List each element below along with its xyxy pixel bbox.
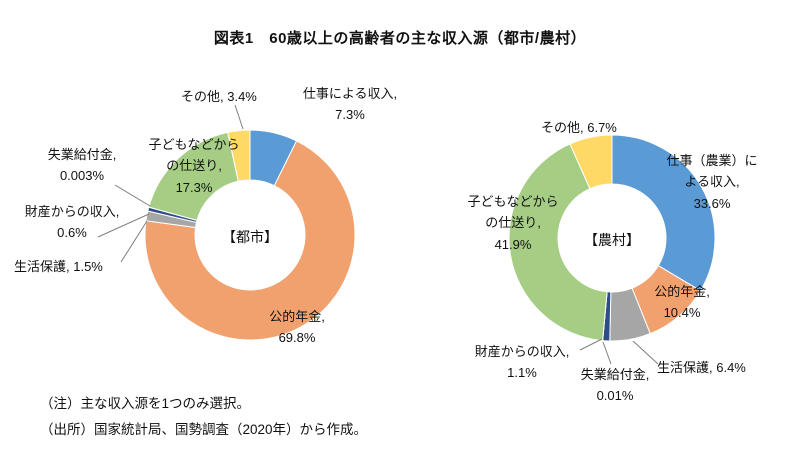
callout-urban-remittance: 子どもなどから の仕送り, 17.3% (148, 137, 240, 195)
callout-urban-pension: 公的年金, 69.8% (269, 309, 325, 346)
callout-urban-other: その他, 3.4% (181, 89, 257, 104)
callout-urban-work: 仕事による収入, 7.3% (302, 86, 398, 123)
donut-1-slice-6 (569, 134, 613, 190)
urban-center-label: 【都市】 (222, 229, 278, 245)
leader-line (114, 184, 151, 207)
leader-line (120, 220, 148, 263)
callout-rural-welfare: 生活保護, 6.4% (657, 360, 746, 375)
donut-1-slice-5 (508, 143, 608, 342)
callout-urban-property: 財産からの収入, 0.6% (24, 204, 120, 241)
figure-note: （注）主な収入源を1つのみ選択。 (40, 396, 251, 411)
callout-rural-other: その他, 6.7% (541, 120, 617, 135)
callout-urban-welfare: 生活保護, 1.5% (14, 259, 103, 274)
donut-0-slice-1 (144, 140, 356, 341)
donut-1-slice-0 (611, 134, 716, 292)
urban-donut (144, 129, 356, 341)
leader-line (97, 213, 150, 238)
callout-rural-work: 仕事（農業）に よる収入, 33.6% (666, 153, 758, 211)
leader-line (602, 341, 612, 365)
rural-center-label: 【農村】 (584, 232, 640, 248)
callout-rural-unemployment: 失業給付金, 0.01% (580, 367, 650, 404)
leader-line (632, 340, 659, 365)
leader-line (579, 338, 603, 351)
figure-title: 図表1 60歳以上の高齢者の主な収入源（都市/農村） (213, 30, 587, 47)
figure-source: （出所）国家統計局、国勢調査（2020年）から作成。 (40, 422, 368, 437)
leader-lines (97, 104, 659, 365)
rural-donut (508, 134, 716, 342)
donut-0-slice-6 (227, 129, 251, 182)
callout-rural-pension: 公的年金, 10.4% (654, 284, 710, 321)
callout-rural-property: 財産からの収入, 1.1% (474, 344, 570, 381)
callout-rural-remittance: 子どもなどから の仕送り, 41.9% (467, 194, 559, 252)
leader-line (234, 104, 244, 130)
callout-urban-unemployment: 失業給付金, 0.003% (47, 147, 117, 184)
